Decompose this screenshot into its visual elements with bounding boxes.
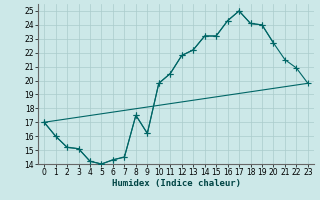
X-axis label: Humidex (Indice chaleur): Humidex (Indice chaleur) <box>111 179 241 188</box>
